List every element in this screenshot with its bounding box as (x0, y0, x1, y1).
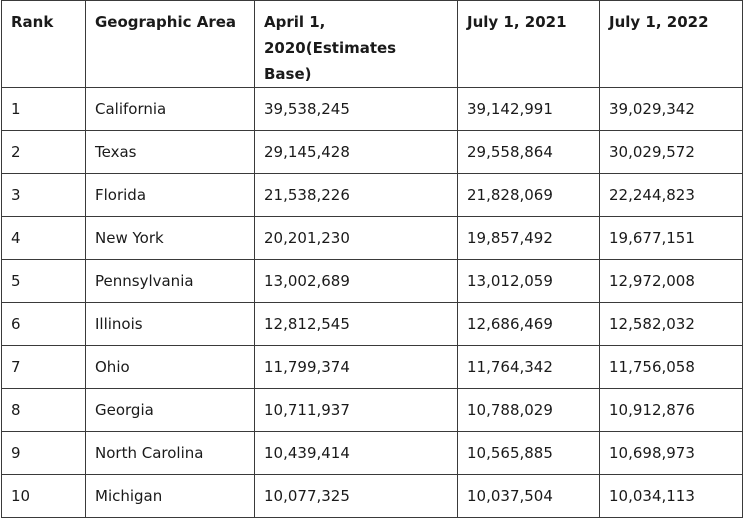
cell-july-2022: 12,582,032 (599, 302, 743, 346)
cell-area: Georgia (85, 388, 255, 432)
cell-area: Pennsylvania (85, 259, 255, 303)
cell-rank: 3 (1, 173, 86, 217)
cell-july-2022: 12,972,008 (599, 259, 743, 303)
cell-july-2021: 19,857,492 (457, 216, 600, 260)
cell-july-2022: 10,698,973 (599, 431, 743, 475)
table-row: 8 Georgia 10,711,937 10,788,029 10,912,8… (1, 388, 743, 432)
cell-april-2020: 21,538,226 (254, 173, 458, 217)
cell-july-2022: 11,756,058 (599, 345, 743, 389)
table-row: 4 New York 20,201,230 19,857,492 19,677,… (1, 216, 743, 260)
cell-april-2020: 13,002,689 (254, 259, 458, 303)
cell-april-2020: 29,145,428 (254, 130, 458, 174)
table-row: 1 California 39,538,245 39,142,991 39,02… (1, 87, 743, 131)
cell-rank: 7 (1, 345, 86, 389)
table-row: 5 Pennsylvania 13,002,689 13,012,059 12,… (1, 259, 743, 303)
cell-april-2020: 12,812,545 (254, 302, 458, 346)
cell-rank: 9 (1, 431, 86, 475)
cell-july-2021: 10,037,504 (457, 474, 600, 518)
cell-july-2022: 30,029,572 (599, 130, 743, 174)
cell-rank: 5 (1, 259, 86, 303)
table-row: 3 Florida 21,538,226 21,828,069 22,244,8… (1, 173, 743, 217)
cell-rank: 10 (1, 474, 86, 518)
cell-july-2021: 12,686,469 (457, 302, 600, 346)
cell-july-2021: 11,764,342 (457, 345, 600, 389)
cell-july-2022: 39,029,342 (599, 87, 743, 131)
cell-april-2020: 39,538,245 (254, 87, 458, 131)
table-row: 6 Illinois 12,812,545 12,686,469 12,582,… (1, 302, 743, 346)
header-july-2021: July 1, 2021 (457, 0, 600, 88)
table-header-row: Rank Geographic Area April 1, 2020(Estim… (1, 0, 743, 88)
cell-rank: 2 (1, 130, 86, 174)
cell-rank: 6 (1, 302, 86, 346)
cell-area: New York (85, 216, 255, 260)
table-row: 9 North Carolina 10,439,414 10,565,885 1… (1, 431, 743, 475)
cell-april-2020: 10,711,937 (254, 388, 458, 432)
cell-april-2020: 10,077,325 (254, 474, 458, 518)
cell-april-2020: 10,439,414 (254, 431, 458, 475)
cell-area: Michigan (85, 474, 255, 518)
cell-rank: 4 (1, 216, 86, 260)
cell-july-2021: 13,012,059 (457, 259, 600, 303)
header-rank: Rank (1, 0, 86, 88)
cell-area: Florida (85, 173, 255, 217)
table-body: 1 California 39,538,245 39,142,991 39,02… (1, 87, 743, 518)
cell-july-2022: 10,034,113 (599, 474, 743, 518)
cell-area: Illinois (85, 302, 255, 346)
cell-area: California (85, 87, 255, 131)
header-july-2022: July 1, 2022 (599, 0, 743, 88)
cell-april-2020: 20,201,230 (254, 216, 458, 260)
cell-july-2022: 19,677,151 (599, 216, 743, 260)
table-row: 10 Michigan 10,077,325 10,037,504 10,034… (1, 474, 743, 518)
table-row: 2 Texas 29,145,428 29,558,864 30,029,572 (1, 130, 743, 174)
cell-july-2021: 10,788,029 (457, 388, 600, 432)
cell-july-2021: 29,558,864 (457, 130, 600, 174)
header-april-2020: April 1, 2020(Estimates Base) (254, 0, 458, 88)
cell-july-2021: 21,828,069 (457, 173, 600, 217)
cell-july-2022: 10,912,876 (599, 388, 743, 432)
cell-area: North Carolina (85, 431, 255, 475)
cell-april-2020: 11,799,374 (254, 345, 458, 389)
header-geographic-area: Geographic Area (85, 0, 255, 88)
cell-july-2022: 22,244,823 (599, 173, 743, 217)
cell-july-2021: 39,142,991 (457, 87, 600, 131)
cell-july-2021: 10,565,885 (457, 431, 600, 475)
cell-area: Ohio (85, 345, 255, 389)
cell-rank: 1 (1, 87, 86, 131)
table-row: 7 Ohio 11,799,374 11,764,342 11,756,058 (1, 345, 743, 389)
cell-area: Texas (85, 130, 255, 174)
cell-rank: 8 (1, 388, 86, 432)
